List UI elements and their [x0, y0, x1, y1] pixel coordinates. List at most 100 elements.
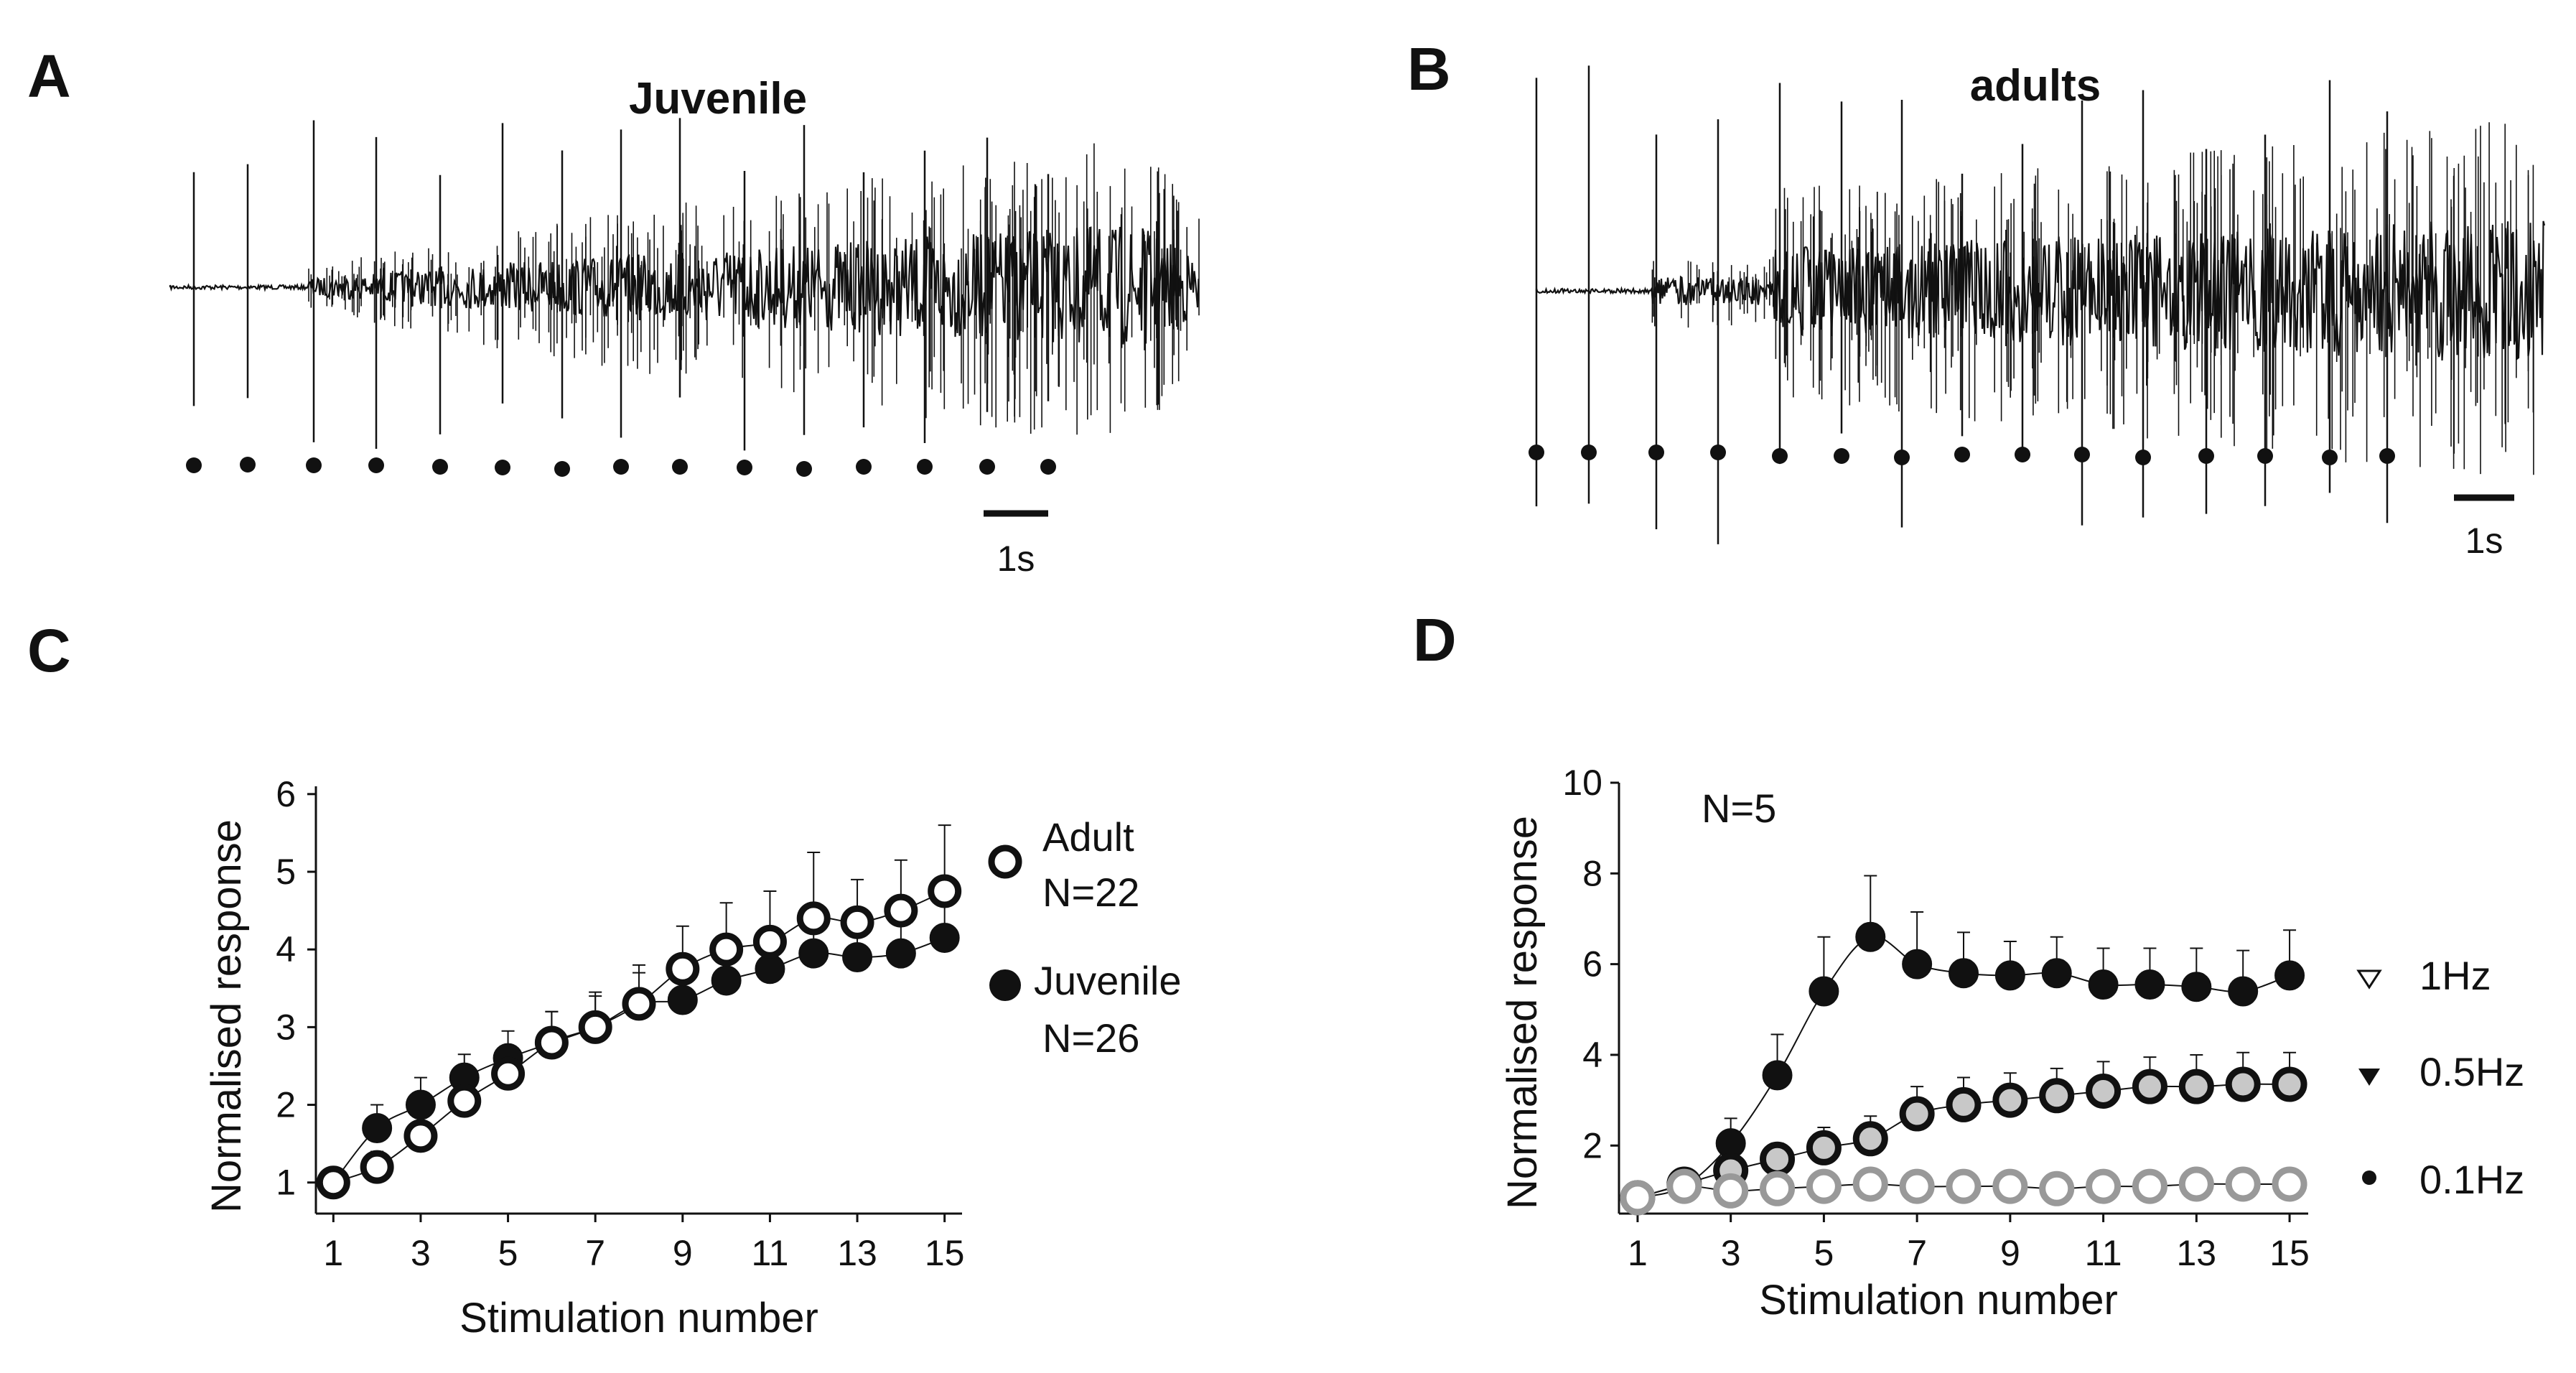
data-point-0-1hz: [1762, 1060, 1793, 1091]
data-point-0-1hz: [1855, 921, 1886, 952]
x-tick-label: 13: [837, 1233, 877, 1273]
x-tick-label: 1: [1628, 1233, 1648, 1273]
y-tick-label: 6: [276, 774, 296, 814]
stimulus-dot: [2257, 448, 2273, 464]
data-point-1hz: [2086, 1168, 2122, 1204]
stimulus-dot: [917, 459, 933, 475]
data-point-juvenile: [667, 985, 698, 1015]
stimulus-dot: [2135, 450, 2151, 465]
juvenile-trace: [169, 118, 1200, 451]
data-point-0-5hz: [1806, 1130, 1842, 1165]
x-tick-label: 9: [2000, 1233, 2020, 1273]
stimulus-dot: [1648, 445, 1664, 460]
data-point-0-1hz: [2088, 969, 2119, 1000]
panel-b-letter: B: [1407, 35, 1451, 103]
data-point-adult: [578, 1010, 612, 1044]
stimulus-dot: [856, 459, 872, 475]
chart-c-ylabel: Normalised response: [203, 819, 250, 1213]
data-point-1hz: [1852, 1166, 1888, 1202]
panel-a: A Juvenile 1s: [27, 42, 1200, 579]
data-point-adult: [709, 932, 744, 967]
chart-c-xlabel: Stimulation number: [459, 1295, 818, 1341]
data-point-0-5hz: [2272, 1066, 2307, 1102]
stimulus-dot: [1834, 448, 1849, 464]
data-point-adult: [840, 905, 874, 939]
stimulus-dot: [2322, 450, 2338, 465]
data-point-juvenile: [842, 942, 873, 972]
data-point-1hz: [2178, 1166, 2214, 1202]
legend-0p5hz-marker: [2358, 1069, 2380, 1086]
legend-0p5hz-label: 0.5Hz: [2419, 1049, 2524, 1094]
y-tick-label: 6: [1582, 944, 1602, 985]
legend-0p1hz-label: 0.1Hz: [2419, 1157, 2524, 1202]
panel-a-scale-label: 1s: [997, 539, 1035, 579]
legend-1hz-label: 1Hz: [2419, 953, 2491, 998]
panel-b-scale-label: 1s: [2465, 521, 2503, 561]
legend-adult-marker: [988, 844, 1022, 879]
legend-juvenile-marker: [989, 969, 1021, 1001]
data-point-0-1hz: [2134, 969, 2165, 1000]
stimulus-dot: [2074, 447, 2090, 462]
stimulus-dot: [1710, 445, 1726, 460]
data-point-adult: [534, 1025, 569, 1060]
legend-0p1hz-marker: [2362, 1170, 2376, 1185]
legend-juvenile-label: Juvenile: [1034, 958, 1181, 1003]
data-point-0-5hz: [2178, 1069, 2214, 1104]
data-point-adult: [447, 1084, 482, 1118]
x-tick-label: 3: [411, 1233, 431, 1273]
y-tick-label: 2: [1582, 1125, 1602, 1165]
data-point-adult: [666, 951, 700, 986]
data-point-0-5hz: [1760, 1141, 1796, 1177]
y-tick-label: 2: [276, 1085, 296, 1125]
stimulus-dot: [240, 457, 256, 473]
data-point-1hz: [2225, 1166, 2261, 1202]
data-point-0-1hz: [1902, 949, 1933, 979]
data-point-adult: [403, 1119, 438, 1153]
data-point-0-1hz: [1994, 960, 2025, 991]
legend-juvenile-n: N=26: [1042, 1015, 1139, 1061]
stimulus-dot: [1772, 448, 1788, 464]
data-point-0-5hz: [1852, 1121, 1888, 1157]
panel-b-title: adults: [1970, 61, 2101, 111]
adult-stimulus-markers: [1529, 445, 2395, 465]
x-tick-label: 5: [1814, 1233, 1834, 1273]
legend-1hz-marker: [2356, 969, 2382, 990]
stimulus-dot: [186, 457, 202, 473]
data-point-0-5hz: [2039, 1078, 2075, 1114]
data-point-0-1hz: [2274, 960, 2305, 991]
stimulus-dot: [1529, 445, 1544, 460]
data-point-1hz: [1899, 1168, 1935, 1204]
data-point-0-5hz: [1946, 1086, 1982, 1122]
x-tick-label: 3: [1721, 1233, 1741, 1273]
stimulus-dot: [306, 457, 322, 473]
data-point-0-1hz: [2041, 958, 2072, 989]
series-line-0-1hz: [1637, 936, 2290, 1199]
data-point-adult: [491, 1056, 526, 1091]
panel-a-letter: A: [27, 42, 71, 110]
stimulus-dot: [554, 461, 570, 477]
y-tick-label: 3: [276, 1007, 296, 1047]
stimulus-dot: [613, 459, 629, 475]
data-point-adult: [796, 901, 831, 936]
data-point-juvenile: [362, 1113, 393, 1143]
stimulus-dot: [2379, 448, 2395, 464]
data-point-1hz: [1666, 1168, 1702, 1204]
stimulus-dot: [368, 457, 384, 473]
x-tick-label: 11: [2085, 1233, 2122, 1273]
x-tick-label: 11: [751, 1233, 788, 1273]
data-point-juvenile: [711, 965, 742, 996]
adult-trace: [1535, 65, 2546, 544]
data-point-1hz: [1806, 1168, 1842, 1204]
x-tick-label: 7: [585, 1233, 605, 1273]
data-point-juvenile: [798, 938, 829, 969]
data-point-0-1hz: [2228, 976, 2259, 1007]
y-tick-label: 8: [1582, 853, 1602, 893]
data-point-1hz: [1620, 1180, 1656, 1216]
stimulus-dot: [2198, 448, 2214, 464]
panel-c-letter: C: [27, 617, 71, 684]
data-point-adult: [316, 1165, 350, 1200]
data-point-0-5hz: [1899, 1096, 1935, 1132]
x-tick-label: 13: [2177, 1233, 2217, 1273]
stimulus-dot: [432, 459, 448, 475]
stimulus-dot: [979, 459, 995, 475]
